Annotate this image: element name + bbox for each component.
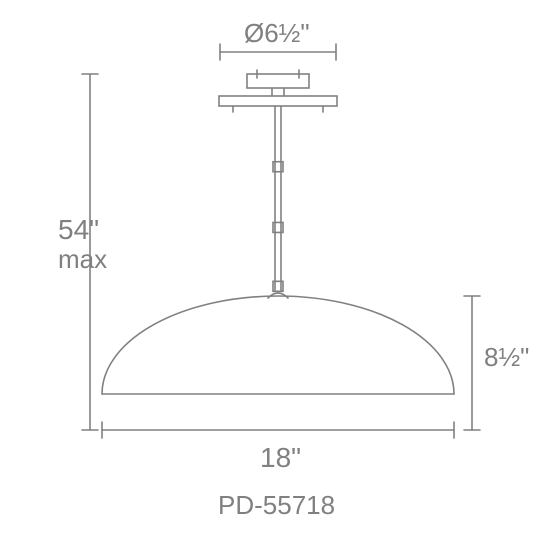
label-canopy-diameter: Ø6½" bbox=[244, 18, 310, 49]
label-product-id: PD-55718 bbox=[218, 490, 335, 521]
label-overall-height: 54" bbox=[58, 214, 99, 246]
label-shade-width: 18" bbox=[260, 442, 301, 474]
label-overall-height-suffix: max bbox=[58, 244, 107, 275]
pendant-lamp-spec-diagram: { "product_id": "PD-55718", "labels": { … bbox=[0, 0, 550, 550]
label-shade-height: 8½" bbox=[484, 342, 529, 373]
